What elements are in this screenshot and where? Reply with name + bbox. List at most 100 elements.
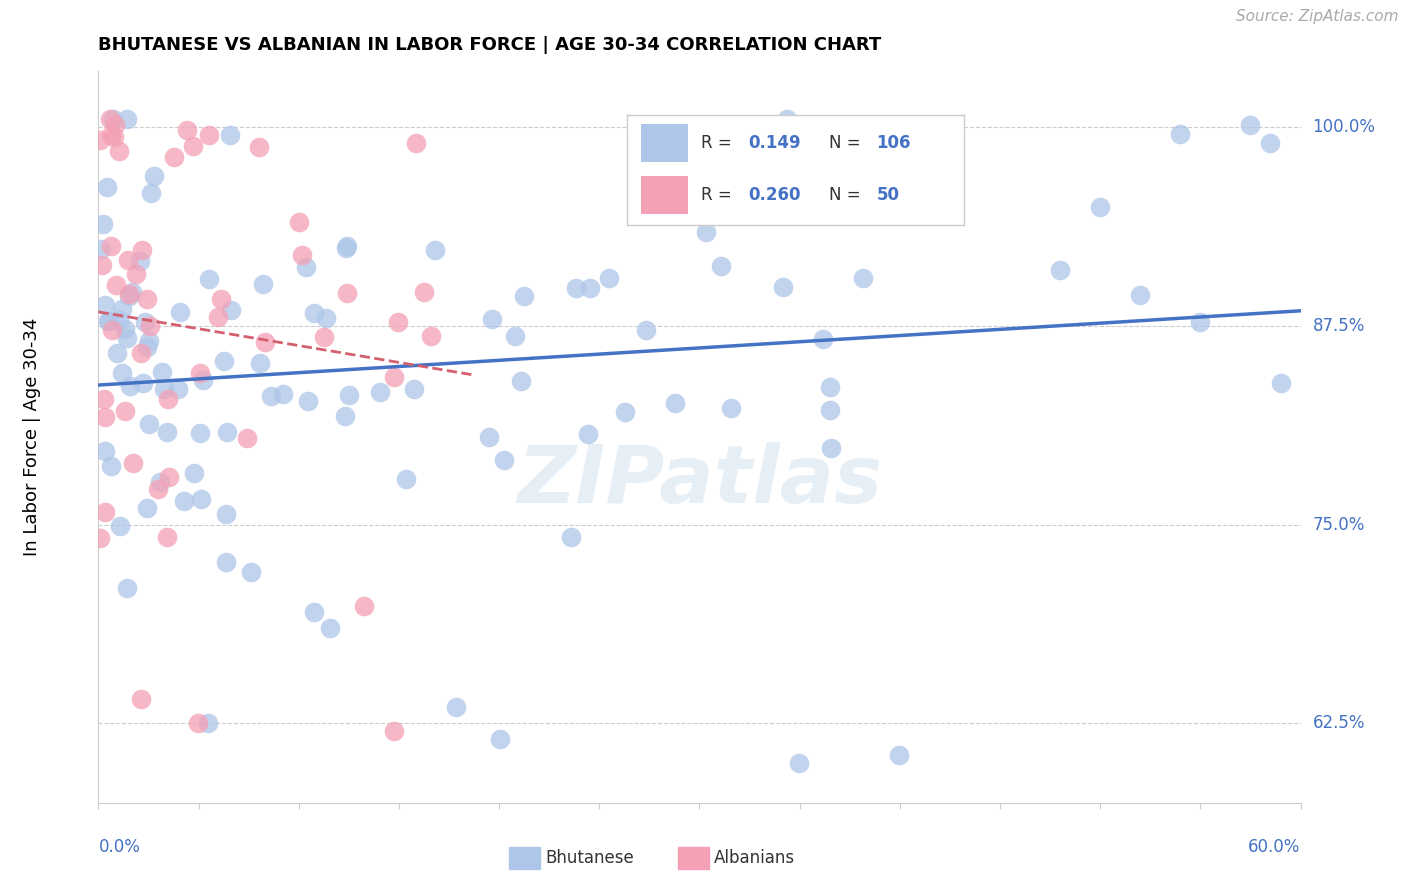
Point: [288, 215, 311, 229]
Point: [105, 345, 128, 359]
Point: [353, 599, 375, 614]
Point: [260, 389, 283, 403]
Point: [131, 243, 153, 257]
Point: [132, 376, 155, 390]
Point: [613, 405, 636, 419]
Point: [94, 409, 117, 424]
Point: [118, 287, 141, 301]
Point: [104, 277, 127, 292]
Point: [90, 242, 112, 256]
Point: [169, 305, 191, 319]
Point: [247, 140, 270, 154]
Point: [1129, 287, 1152, 301]
Point: [103, 129, 125, 144]
Point: [481, 311, 503, 326]
Text: Source: ZipAtlas.com: Source: ZipAtlas.com: [1236, 9, 1399, 24]
Point: [153, 383, 176, 397]
Point: [598, 271, 620, 285]
Point: [887, 748, 910, 763]
Point: [173, 494, 195, 508]
Text: Bhutanese: Bhutanese: [546, 849, 634, 867]
Bar: [641, 124, 688, 162]
Point: [94, 505, 117, 519]
Point: [384, 724, 406, 739]
Point: [131, 692, 153, 706]
Point: [138, 417, 160, 432]
Point: [134, 315, 156, 329]
Point: [564, 280, 586, 294]
Point: [149, 475, 172, 489]
Point: [370, 385, 392, 400]
Text: R =: R =: [702, 186, 737, 203]
Text: 106: 106: [876, 134, 911, 153]
Point: [89, 532, 111, 546]
Point: [787, 756, 810, 770]
Point: [578, 281, 600, 295]
Point: [315, 310, 337, 325]
Point: [111, 366, 134, 380]
Point: [818, 403, 841, 417]
Point: [121, 456, 143, 470]
Point: [98, 112, 121, 126]
Point: [89, 133, 111, 147]
Point: [100, 239, 122, 253]
Point: [509, 375, 531, 389]
Point: [100, 128, 122, 143]
Point: [91, 217, 114, 231]
Text: ZIPatlas: ZIPatlas: [517, 442, 882, 520]
Point: [271, 387, 294, 401]
Point: [148, 482, 170, 496]
Point: [1170, 127, 1192, 141]
Point: [336, 239, 359, 253]
Point: [97, 314, 120, 328]
Point: [107, 144, 129, 158]
Point: [104, 119, 127, 133]
Point: [188, 366, 211, 380]
Point: [135, 340, 157, 354]
Point: [114, 404, 136, 418]
Point: [444, 700, 467, 714]
Point: [811, 333, 834, 347]
Point: [198, 128, 221, 142]
Point: [191, 374, 214, 388]
Point: [115, 331, 138, 345]
Point: [129, 253, 152, 268]
Point: [139, 186, 162, 200]
Point: [236, 431, 259, 445]
Point: [131, 345, 153, 359]
Point: [121, 285, 143, 299]
Point: [302, 605, 325, 619]
Point: [187, 716, 209, 731]
Point: [636, 323, 658, 337]
Point: [190, 491, 212, 506]
Point: [214, 354, 236, 368]
Point: [209, 292, 232, 306]
Text: N =: N =: [830, 186, 866, 203]
Point: [197, 716, 219, 731]
Text: In Labor Force | Age 30-34: In Labor Force | Age 30-34: [24, 318, 41, 557]
Text: N =: N =: [830, 134, 866, 153]
Point: [789, 179, 811, 194]
Point: [166, 382, 188, 396]
Point: [94, 298, 117, 312]
Point: [319, 621, 342, 635]
Point: [1049, 262, 1071, 277]
Point: [207, 310, 229, 324]
Point: [91, 258, 114, 272]
Point: [136, 293, 159, 307]
Text: 0.260: 0.260: [748, 186, 801, 203]
Point: [505, 329, 527, 343]
Point: [664, 396, 686, 410]
Point: [163, 149, 186, 163]
Point: [115, 581, 138, 595]
Text: 0.149: 0.149: [748, 134, 801, 153]
Text: 62.5%: 62.5%: [1313, 714, 1365, 732]
Point: [576, 426, 599, 441]
Point: [1239, 119, 1261, 133]
Point: [249, 356, 271, 370]
Point: [295, 260, 318, 274]
Point: [905, 194, 928, 209]
Point: [188, 425, 211, 440]
Point: [333, 409, 356, 423]
Text: 0.0%: 0.0%: [98, 838, 141, 855]
